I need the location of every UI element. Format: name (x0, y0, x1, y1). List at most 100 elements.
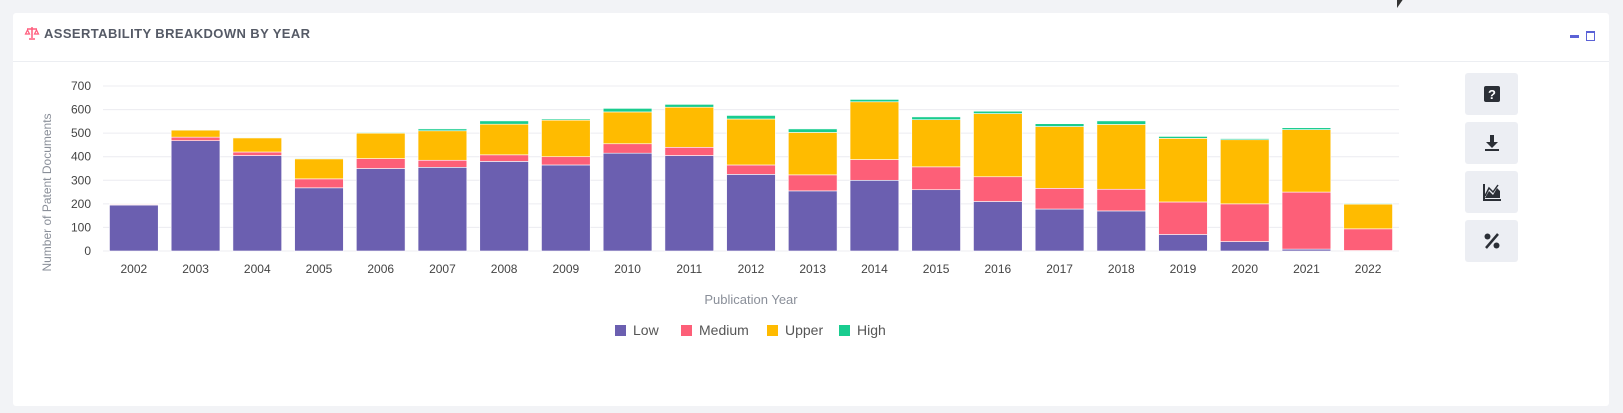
bar-segment-upper-2009 (541, 119, 591, 158)
question-icon: ? (1483, 86, 1500, 102)
bar-segment-medium-2008 (479, 154, 529, 162)
bar-segment-medium-2006 (356, 158, 406, 169)
bar-segment-high-2017 (1034, 123, 1085, 127)
bar-segment-upper-2003 (170, 129, 221, 138)
x-tick-label: 2004 (244, 262, 271, 276)
bar-segment-medium-2020 (1220, 203, 1270, 242)
bar-segment-low-2005 (294, 187, 344, 252)
legend-swatch-medium (681, 325, 692, 336)
bar-segment-medium-2010 (602, 143, 653, 154)
y-axis-title: Number of Patent Documents (40, 113, 54, 271)
download-button[interactable] (1465, 122, 1518, 164)
trend-chart-icon (1482, 184, 1501, 201)
x-tick-label: 2020 (1231, 262, 1258, 276)
bar-segment-upper-2016 (973, 113, 1023, 178)
bar-segment-upper-2021 (1281, 129, 1332, 193)
bar-segment-upper-2007 (417, 130, 468, 161)
bar-segment-low-2013 (788, 190, 838, 252)
bar-segment-high-2006 (356, 132, 406, 134)
bar-segment-high-2021 (1281, 127, 1332, 130)
bar-segment-medium-2011 (664, 146, 714, 156)
x-tick-label: 2013 (799, 262, 826, 276)
bar-segment-medium-2015 (911, 166, 961, 191)
legend-label-upper: Upper (785, 322, 823, 338)
legend-label-medium: Medium (699, 322, 749, 338)
bar-segment-low-2018 (1096, 210, 1146, 252)
bar-segment-high-2012 (726, 115, 776, 120)
legend-label-low: Low (633, 322, 660, 338)
stacked-bar-chart: 0 100 200 300 400 500 600 700 2002 2003 2004 2005 20… (40, 79, 1399, 338)
maximize-icon[interactable] (1586, 31, 1595, 41)
x-tick-label: 2008 (491, 262, 518, 276)
x-tick-label: 2006 (367, 262, 394, 276)
bar-segment-low-2019 (1158, 234, 1208, 252)
y-tick-label: 700 (71, 79, 91, 93)
x-tick-label: 2022 (1355, 262, 1382, 276)
trend-chart-button[interactable] (1465, 171, 1518, 213)
bar-segment-low-2009 (541, 164, 591, 252)
bar-segment-upper-2022 (1343, 203, 1393, 230)
help-button[interactable]: ? (1465, 73, 1518, 115)
bar-segment-low-2006 (356, 168, 406, 252)
bar-segment-medium-2021 (1281, 191, 1332, 250)
bar-segment-high-2022 (1343, 203, 1393, 205)
bar-segment-low-2017 (1034, 208, 1085, 252)
percent-icon (1484, 233, 1499, 249)
bar-segment-medium-2004 (232, 151, 282, 156)
bar-segment-upper-2014 (849, 101, 900, 160)
x-tick-label: 2014 (861, 262, 888, 276)
bar-segment-high-2013 (788, 128, 838, 133)
legend-label-high: High (857, 322, 886, 338)
bar-segment-high-2008 (479, 120, 529, 125)
bar-segment-medium-2018 (1096, 188, 1146, 212)
bar-segment-upper-2017 (1034, 126, 1085, 189)
bar-segment-medium-2016 (973, 176, 1023, 202)
download-icon (1484, 135, 1499, 151)
bar-segment-high-2015 (911, 116, 961, 121)
bar-segment-upper-2015 (911, 119, 961, 168)
bar-segment-low-2003 (170, 140, 221, 252)
x-tick-label: 2003 (182, 262, 209, 276)
y-tick-label: 0 (84, 244, 91, 258)
legend-swatch-upper (767, 325, 778, 336)
bar-segment-low-2011 (664, 155, 714, 252)
svg-text:?: ? (1488, 87, 1496, 102)
bar-segment-high-2020 (1220, 138, 1270, 141)
chart-panel: ASSERTABILITY BREAKDOWN BY YEAR 0 100 200 3… (13, 13, 1609, 406)
x-axis-title: Publication Year (704, 292, 798, 307)
chart-toolbar: ? (1465, 73, 1518, 269)
bar-segment-upper-2012 (726, 118, 776, 166)
bar-segment-medium-2007 (417, 159, 468, 168)
y-tick-label: 400 (71, 150, 91, 164)
bar-segment-medium-2022 (1343, 228, 1393, 251)
bar-segment-medium-2014 (849, 159, 900, 181)
window-controls (1569, 31, 1595, 43)
bar-segment-low-2004 (232, 155, 282, 252)
x-tick-label: 2007 (429, 262, 456, 276)
x-tick-label: 2012 (738, 262, 765, 276)
bar-segment-high-2016 (973, 110, 1023, 114)
bar-segment-upper-2010 (602, 111, 653, 145)
panel-header: ASSERTABILITY BREAKDOWN BY YEAR (13, 13, 1609, 62)
minimize-icon[interactable] (1569, 35, 1579, 38)
x-tick-label: 2019 (1170, 262, 1197, 276)
legend-swatch-high (839, 325, 850, 336)
bar-segment-upper-2008 (479, 123, 529, 156)
bar-segment-low-2008 (479, 161, 529, 252)
x-tick-label: 2017 (1046, 262, 1073, 276)
bar-segment-upper-2006 (356, 132, 406, 159)
bar-segment-low-2010 (602, 152, 653, 252)
bar-segment-upper-2019 (1158, 138, 1208, 203)
y-tick-label: 300 (71, 173, 91, 187)
bar-segment-low-2012 (726, 174, 776, 252)
x-tick-label: 2015 (923, 262, 950, 276)
bar-segment-low-2020 (1220, 241, 1270, 252)
x-tick-label: 2010 (614, 262, 641, 276)
y-tick-label: 600 (71, 103, 91, 117)
bar-segment-medium-2012 (726, 164, 776, 175)
bar-segment-low-2014 (849, 179, 900, 252)
x-tick-label: 2009 (553, 262, 580, 276)
bar-segment-upper-2018 (1096, 124, 1146, 190)
percent-button[interactable] (1465, 220, 1518, 262)
bar-segment-upper-2005 (294, 158, 344, 180)
